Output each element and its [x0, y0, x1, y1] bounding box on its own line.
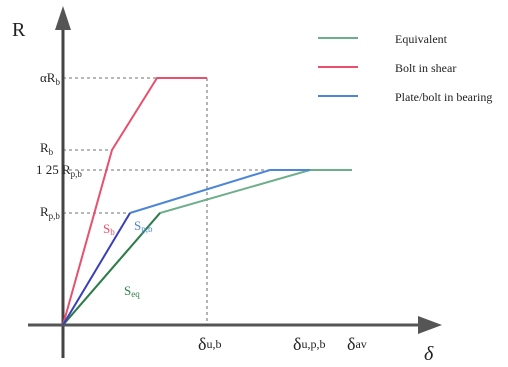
legend-entry: Equivalent — [395, 32, 448, 46]
bearing-curve — [62, 212, 131, 326]
label-sub: b — [49, 147, 54, 157]
label-sub: u,p,b — [301, 337, 325, 351]
curve-label: Sb — [103, 221, 115, 237]
label-main: αR — [40, 70, 56, 85]
legend-entry: Plate/bolt in bearing — [395, 90, 492, 104]
label-main: δ — [293, 334, 301, 354]
label-sub: eq — [131, 289, 140, 299]
y-label: αRb — [40, 70, 60, 87]
label-sub: p,b — [49, 211, 61, 221]
x-label: δav — [347, 334, 367, 354]
y-axis-title: R — [12, 19, 26, 41]
label-main: δ — [347, 334, 355, 354]
label-sub: av — [355, 337, 366, 351]
label-sub: u,b — [206, 337, 221, 351]
label-main: δ — [198, 334, 206, 354]
equivalent-curve — [62, 169, 352, 326]
curve-label: Sp,b — [134, 218, 153, 234]
y-arrow — [55, 6, 71, 30]
y-label: Rb — [40, 140, 54, 157]
label-sub: p,b — [141, 224, 153, 234]
label-main: S — [103, 221, 110, 236]
x-axis-title: δ — [424, 343, 434, 365]
x-arrow — [418, 316, 442, 334]
label-main: R — [40, 204, 49, 219]
label-main: S — [124, 283, 131, 298]
label-main: R — [40, 140, 49, 155]
label-main: 1 25 R — [36, 162, 71, 177]
bolt-shear-curve — [62, 77, 207, 326]
bearing-curve — [129, 169, 310, 214]
legend-entry: Bolt in shear — [395, 61, 456, 75]
label-sub: b — [110, 227, 115, 237]
curve-label: Seq — [124, 283, 140, 299]
x-label: δu,b — [198, 334, 221, 354]
label-sub: p,b — [71, 169, 83, 179]
equivalent-curve — [62, 212, 161, 326]
label-main: S — [134, 218, 141, 233]
x-label: δu,p,b — [293, 334, 325, 354]
y-label: 1 25 Rp,b — [36, 162, 82, 179]
label-sub: b — [55, 77, 60, 87]
y-label: Rp,b — [40, 204, 60, 221]
